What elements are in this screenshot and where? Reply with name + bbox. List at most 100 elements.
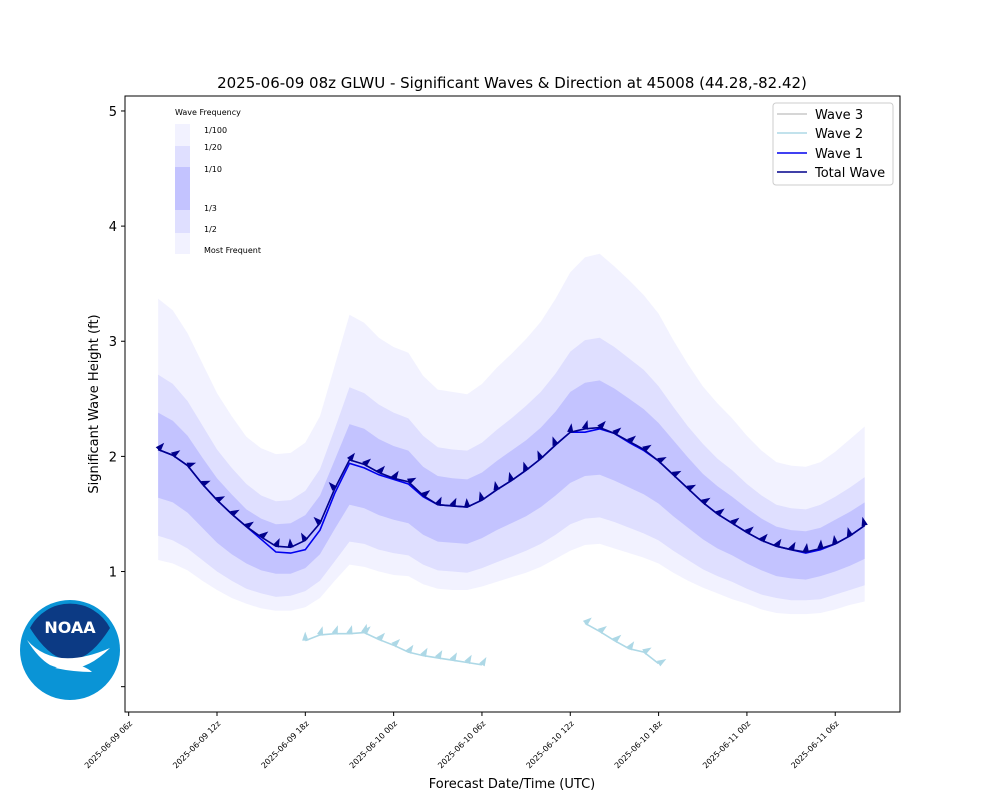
x-tick-label: 2025-06-09 06z (83, 719, 134, 770)
total-wave-direction-arrow (391, 470, 399, 481)
wave-2-direction-arrow (479, 657, 487, 667)
total-wave-direction-arrow (273, 538, 280, 548)
y-tick-label: 3 (109, 335, 117, 350)
total-wave-direction-arrow (671, 470, 682, 478)
band-legend-title: Wave Frequency (175, 108, 241, 117)
total-wave-direction-arrow (186, 462, 197, 469)
band-1-20 (158, 337, 865, 601)
total-wave-direction-arrow (244, 521, 254, 530)
total-wave-direction-arrow (362, 458, 371, 467)
total-wave-direction-arrow (686, 484, 697, 492)
y-axis-label: Significant Wave Height (ft) (87, 314, 102, 493)
total-wave-direction-arrow (328, 482, 338, 491)
wave-2-direction-arrow (597, 626, 607, 634)
total-wave-direction-arrow (846, 527, 854, 537)
total-wave-direction-arrow (313, 516, 323, 526)
noaa-logo-gull-wing (55, 664, 92, 672)
total-wave-direction-arrow (464, 498, 471, 508)
total-wave-direction-arrow (301, 532, 309, 542)
total-wave-direction-arrow (627, 435, 636, 444)
total-wave-direction-arrow (581, 420, 589, 430)
total-wave-direction-arrow (508, 471, 515, 482)
total-wave-direction-arrow (802, 543, 809, 553)
total-wave-direction-arrow (817, 539, 824, 549)
band-legend-swatch-1-20 (175, 146, 190, 233)
wave-2-direction-arrow (420, 647, 428, 658)
total-wave-direction-arrow (287, 538, 294, 548)
x-tick-label: 2025-06-10 00z (348, 719, 399, 770)
band-legend-label-1-100: 1/100 (204, 126, 227, 135)
chart-title: 2025-06-09 08z GLWU - Significant Waves … (217, 74, 807, 92)
wave-2-line-3 (584, 622, 660, 665)
total-wave-direction-arrow (434, 496, 442, 507)
total-wave-direction-arrow (537, 450, 544, 460)
total-wave-direction-arrow (567, 423, 574, 433)
series-legend: Wave 3 Wave 2 Wave 1 Total Wave (772, 102, 894, 186)
wave-2-direction-arrow (642, 647, 652, 655)
y-axis: 1 2 3 4 5 (109, 105, 125, 688)
x-tick-label: 2025-06-10 06z (436, 719, 487, 770)
total-wave-direction-arrow (597, 420, 606, 430)
wave-2-direction-arrow (391, 639, 401, 648)
legend-label-wave-1: Wave 1 (815, 147, 863, 162)
x-axis-label: Forecast Date/Time (UTC) (429, 777, 595, 792)
total-wave-direction-arrow (657, 457, 667, 464)
total-wave-direction-arrow (259, 531, 269, 540)
total-wave-direction-arrow (478, 491, 486, 501)
x-tick-label: 2025-06-09 12z (171, 719, 222, 770)
y-tick-label: 2 (109, 450, 117, 465)
wave-2-direction-arrow (376, 632, 385, 642)
total-wave-line (157, 426, 866, 553)
legend-label-wave-3: Wave 3 (815, 108, 863, 123)
frequency-bands (158, 253, 865, 615)
wave-2-direction-arrow (346, 625, 353, 635)
total-wave-direction-arrow (612, 427, 622, 436)
wave-2-direction-arrow (464, 654, 472, 665)
total-wave-direction-arrow (730, 517, 740, 526)
total-wave-direction-arrow (376, 465, 385, 475)
wave-2-direction-arrow (362, 626, 371, 635)
total-wave-direction-arrow (715, 508, 725, 517)
noaa-logo-gull (27, 640, 110, 669)
wave-2-direction-arrow (449, 652, 457, 662)
band-legend: Wave Frequency 1/100 1/20 1/10 1/3 1/2 M… (175, 108, 261, 255)
total-wave-direction-arrow (347, 452, 355, 462)
total-wave-direction-arrow (449, 497, 457, 508)
wave-2-direction-arrow (435, 650, 443, 660)
band-legend-swatch-1-10 (175, 167, 190, 210)
total-wave-direction-arrow (230, 509, 240, 517)
y-tick-label: 1 (109, 566, 117, 581)
x-tick-label: 2025-06-11 06z (789, 719, 840, 770)
direction-arrows (155, 420, 868, 667)
plot-area (124, 95, 901, 713)
total-wave-direction-arrow (744, 526, 754, 535)
x-axis: 2025-06-09 06z 2025-06-09 12z 2025-06-09 1… (83, 712, 841, 770)
total-wave-direction-arrow (861, 516, 868, 527)
band-1-100 (158, 253, 865, 615)
wave-2-direction-arrow (626, 641, 635, 651)
series-legend-frame (772, 102, 894, 186)
total-wave-direction-arrow (832, 535, 839, 545)
noaa-logo-text: NOAA (44, 618, 96, 637)
band-legend-label-1-3: 1/3 (204, 204, 217, 213)
total-wave-direction-arrow (523, 461, 530, 472)
total-wave-direction-arrow (201, 480, 211, 487)
x-tick-label: 2025-06-10 18z (613, 719, 664, 770)
y-tick-label: 4 (109, 220, 117, 235)
wave-2-direction-arrow (302, 631, 309, 641)
wave-2-direction-arrow (612, 634, 622, 643)
total-wave-direction-arrow (759, 533, 768, 543)
band-legend-label-most-frequent: Most Frequent (204, 246, 261, 255)
x-tick-label: 2025-06-11 00z (701, 719, 752, 770)
y-tick-label: 5 (109, 105, 117, 120)
total-wave-direction-arrow (171, 450, 181, 458)
band-legend-swatch-1-100 (175, 124, 190, 254)
wave-2-direction-arrow (317, 626, 324, 636)
band-legend-label-1-10: 1/10 (204, 165, 222, 174)
total-wave-direction-arrow (407, 477, 417, 485)
legend-label-total-wave: Total Wave (814, 166, 885, 181)
total-wave-direction-arrow (788, 541, 796, 552)
total-wave-direction-arrow (552, 436, 559, 446)
total-wave-direction-arrow (701, 497, 711, 506)
